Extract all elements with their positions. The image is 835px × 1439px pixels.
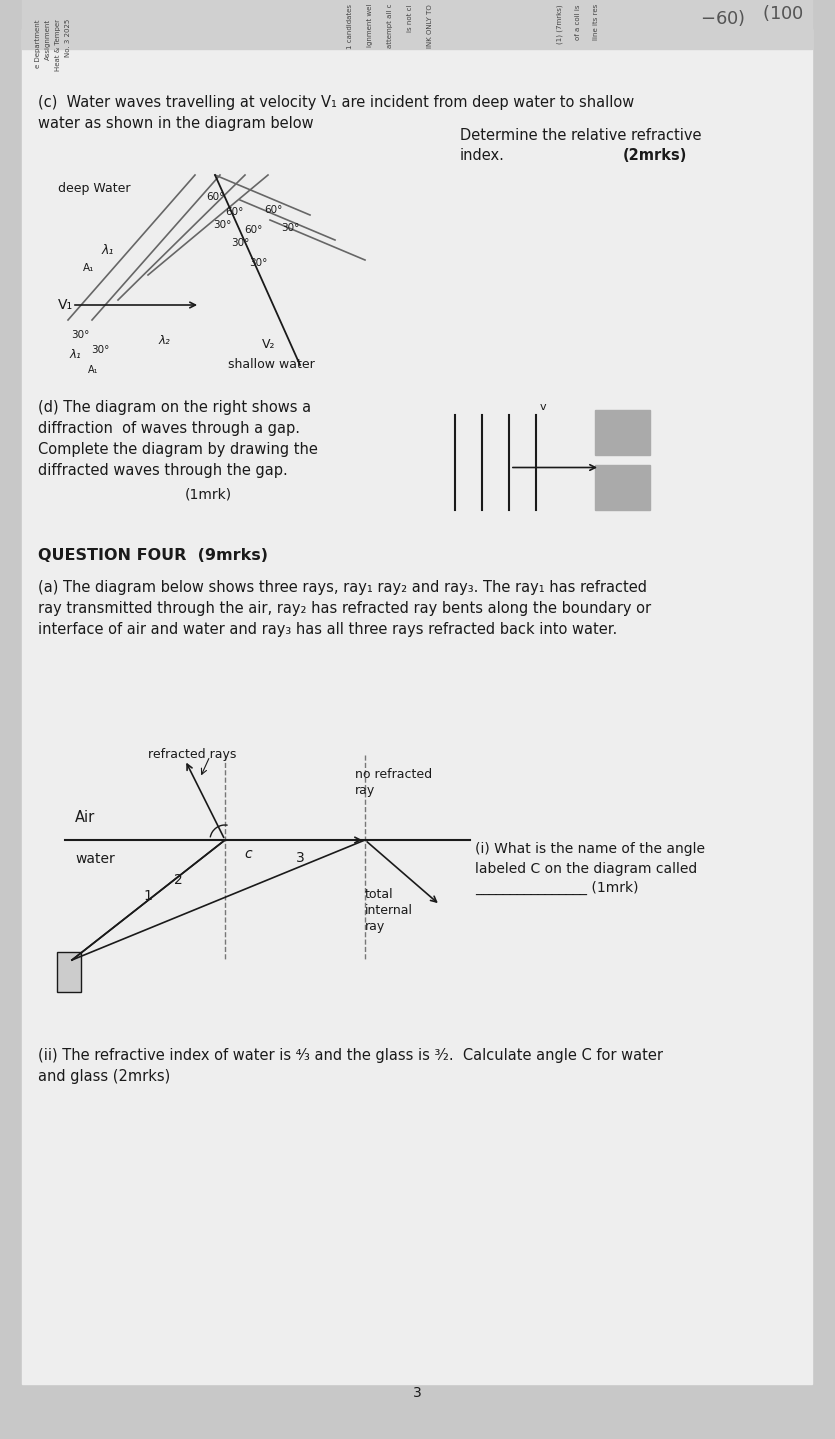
Text: V₁: V₁ [58,298,73,312]
Text: 30°: 30° [249,258,267,268]
Bar [57,953,81,991]
Text: (2mrks): (2mrks) [623,148,687,163]
Text: index.: index. [460,148,505,163]
Text: total
internal
ray: total internal ray [365,888,413,932]
Text: No. 3 2025: No. 3 2025 [65,19,71,58]
Text: A₁: A₁ [84,263,94,273]
Text: deep Water: deep Water [58,181,130,196]
Text: water: water [75,852,114,866]
Text: V₂: V₂ [262,338,276,351]
Text: 60°: 60° [225,207,243,217]
Text: 30°: 30° [213,220,231,230]
Text: QUESTION FOUR  (9mrks): QUESTION FOUR (9mrks) [38,548,268,563]
Text: $-60)$: $-60)$ [700,9,746,27]
Text: Determine the relative refractive: Determine the relative refractive [460,128,701,142]
Text: shallow water: shallow water [228,358,315,371]
Text: (c)  Water waves travelling at velocity V₁ are incident from deep water to shall: (c) Water waves travelling at velocity V… [38,95,635,131]
Text: (1mrk): (1mrk) [185,488,232,502]
Text: 60°: 60° [205,191,224,201]
Text: $(100$: $(100$ [762,3,804,23]
Text: refracted rays: refracted rays [148,748,236,761]
Text: INK ONLY TO: INK ONLY TO [427,4,433,47]
Text: 2: 2 [174,873,182,886]
Text: attempt all c: attempt all c [387,4,393,49]
Text: line its res: line its res [593,4,599,40]
Bar [595,410,650,455]
Text: 3: 3 [296,850,305,865]
Text: 60°: 60° [264,204,282,214]
Bar [595,465,650,509]
Text: 3: 3 [412,1386,422,1400]
Text: v: v [539,401,546,412]
Text: is not cl: is not cl [407,4,413,32]
Text: 60°: 60° [244,224,262,235]
Text: (i) What is the name of the angle
labeled C on the diagram called
______________: (i) What is the name of the angle labele… [475,842,705,895]
Text: 1 candidates: 1 candidates [347,4,353,49]
Text: no refracted
ray: no refracted ray [355,768,433,797]
Text: λ₂: λ₂ [158,334,170,347]
Text: Air: Air [75,810,95,825]
Text: 30°: 30° [230,237,249,248]
Text: of a coil is: of a coil is [575,4,581,39]
Text: Heat & Temper: Heat & Temper [55,19,61,71]
Text: 30°: 30° [71,330,89,340]
Text: 30°: 30° [281,223,299,233]
Text: Assignment: Assignment [45,19,51,60]
Bar [22,0,812,49]
Text: (1) (7mrks): (1) (7mrks) [557,4,564,43]
Text: (a) The diagram below shows three rays, ray₁ ray₂ and ray₃. The ray₁ has refract: (a) The diagram below shows three rays, … [38,580,651,637]
Text: c: c [244,848,252,861]
Text: 1: 1 [144,889,153,904]
Text: A₁: A₁ [88,366,99,376]
Text: λ₁: λ₁ [102,243,114,256]
Text: 30°: 30° [91,345,109,355]
Text: e Department: e Department [35,19,41,68]
Text: ignment wel: ignment wel [367,4,373,47]
Text: (ii) The refractive index of water is ⁴⁄₃ and the glass is ³⁄₂.  Calculate angle: (ii) The refractive index of water is ⁴⁄… [38,1048,663,1084]
Text: (d) The diagram on the right shows a
diffraction  of waves through a gap.
Comple: (d) The diagram on the right shows a dif… [38,400,318,478]
Text: λ₁: λ₁ [69,348,81,361]
